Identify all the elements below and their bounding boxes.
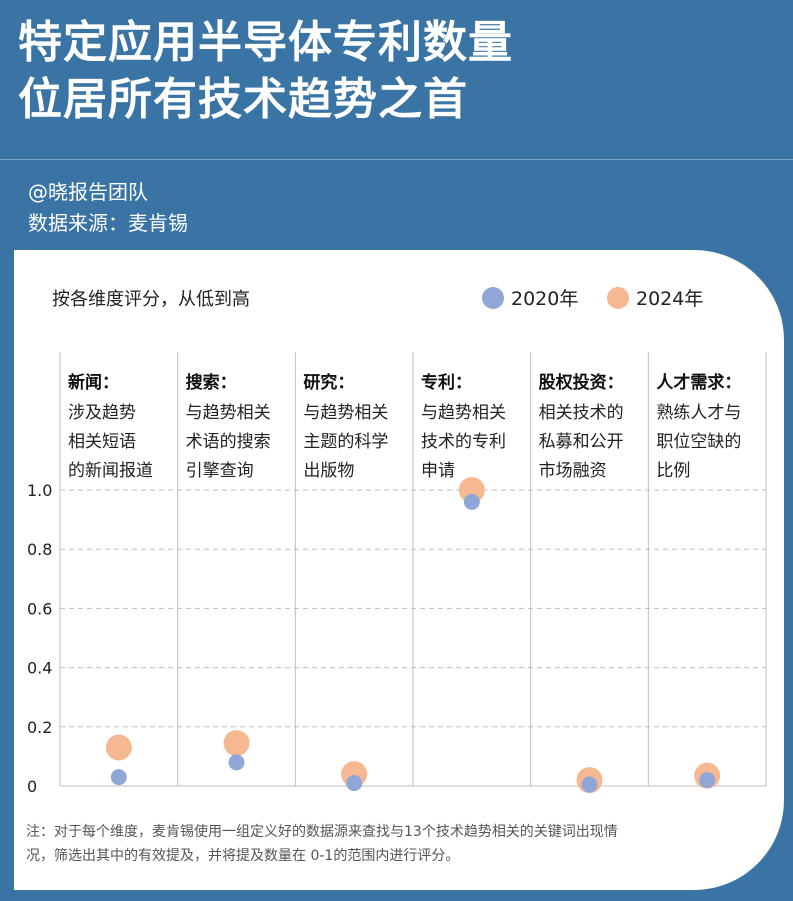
- title-line-1: 特定应用半导体专利数量: [18, 17, 513, 68]
- legend-marker-0: [482, 287, 504, 309]
- page-title: 特定应用半导体专利数量 位居所有技术趋势之首: [18, 14, 718, 128]
- category-title: 股权投资：: [539, 372, 624, 393]
- category-desc: 熟练人才与: [656, 402, 741, 423]
- y-tick-label: 0.4: [27, 659, 52, 678]
- legend-marker-1: [607, 287, 629, 309]
- footnote: 注：对于每个维度，麦肯锡使用一组定义好的数据源来查找与13个技术趋势相关的关键词…: [26, 820, 766, 868]
- legend-label-0: 2020年: [511, 288, 578, 310]
- source-label: 数据来源：麦肯锡: [28, 211, 188, 235]
- point-2020: [110, 769, 127, 786]
- category-title: 搜索：: [186, 372, 237, 393]
- category-title: 专利：: [421, 372, 472, 393]
- point-2024: [223, 730, 250, 757]
- category-title: 研究：: [303, 372, 354, 393]
- point-2020: [228, 754, 245, 771]
- point-2020: [699, 772, 716, 789]
- point-2020: [581, 776, 598, 793]
- category-desc: 相关技术的: [539, 403, 624, 423]
- category-desc: 私募和公开: [539, 432, 624, 452]
- category-desc: 与趋势相关: [303, 403, 388, 423]
- y-tick-label: 1.0: [27, 481, 52, 500]
- point-2020: [346, 775, 363, 792]
- category-desc: 市场融资: [539, 461, 607, 481]
- category-desc: 术语的搜索: [186, 432, 271, 452]
- category-desc: 技术的专利: [421, 432, 506, 452]
- category-desc: 申请: [421, 461, 455, 481]
- category-title: 人才需求：: [656, 372, 741, 393]
- legend-label-1: 2024年: [636, 288, 703, 310]
- category-desc: 的新闻报道: [68, 461, 153, 481]
- y-tick-label: 0.2: [27, 718, 52, 737]
- category-desc: 职位空缺的: [656, 432, 741, 452]
- category-desc: 与趋势相关: [421, 403, 506, 423]
- y-tick-label: 0.6: [27, 599, 52, 618]
- category-desc: 引擎查询: [186, 461, 254, 481]
- author-label: @晓报告团队: [28, 180, 148, 204]
- footnote-line-1: 注：对于每个维度，麦肯锡使用一组定义好的数据源来查找与13个技术趋势相关的关键词…: [26, 824, 618, 840]
- point-2020: [463, 493, 480, 510]
- y-tick-label: 0.8: [27, 540, 52, 559]
- footnote-line-2: 况，筛选出其中的有效提及，并将提及数量在 0-1的范围内进行评分。: [26, 848, 460, 864]
- category-title: 新闻：: [68, 372, 119, 393]
- point-2024: [105, 734, 132, 761]
- category-desc: 与趋势相关: [186, 403, 271, 423]
- header-divider: [0, 159, 793, 160]
- point-2024: [458, 477, 485, 503]
- category-desc: 涉及趋势: [68, 403, 136, 423]
- category-desc: 相关短语: [68, 432, 136, 452]
- title-line-2: 位居所有技术趋势之首: [18, 74, 468, 125]
- category-desc: 出版物: [303, 461, 354, 481]
- y-tick-label: 0: [27, 777, 37, 796]
- chart-subtitle: 按各维度评分，从低到高: [52, 289, 250, 310]
- category-desc: 主题的科学: [303, 432, 388, 452]
- category-desc: 比例: [656, 461, 690, 481]
- chart-card: [14, 250, 784, 890]
